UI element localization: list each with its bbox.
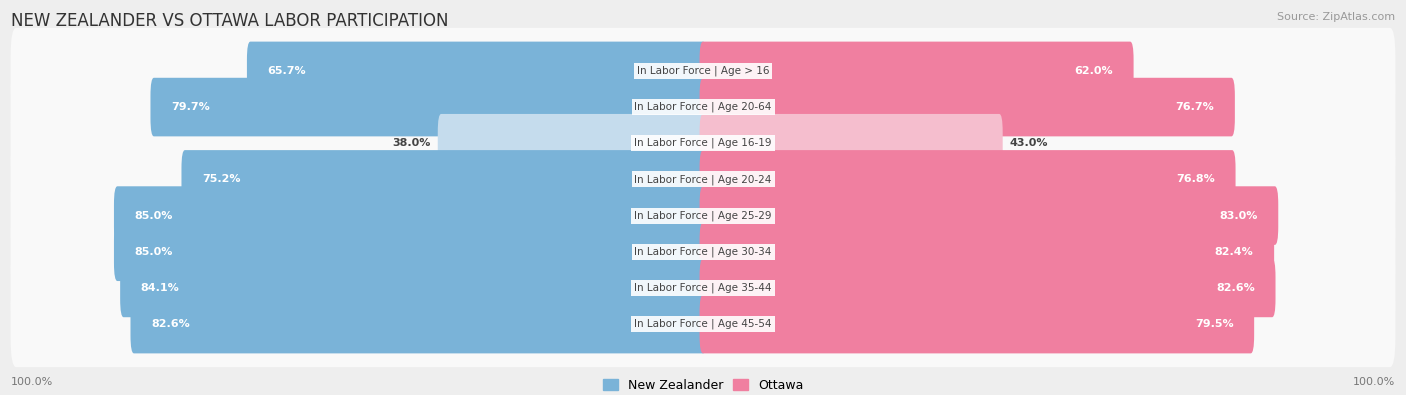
FancyBboxPatch shape bbox=[700, 295, 1254, 354]
Text: 82.4%: 82.4% bbox=[1215, 247, 1254, 257]
Text: In Labor Force | Age 30-34: In Labor Force | Age 30-34 bbox=[634, 246, 772, 257]
FancyBboxPatch shape bbox=[11, 100, 1395, 186]
Text: 62.0%: 62.0% bbox=[1074, 66, 1114, 76]
FancyBboxPatch shape bbox=[11, 209, 1395, 295]
Text: 100.0%: 100.0% bbox=[11, 377, 53, 387]
FancyBboxPatch shape bbox=[11, 245, 1395, 331]
Text: NEW ZEALANDER VS OTTAWA LABOR PARTICIPATION: NEW ZEALANDER VS OTTAWA LABOR PARTICIPAT… bbox=[11, 12, 449, 30]
FancyBboxPatch shape bbox=[247, 41, 706, 100]
Text: 76.8%: 76.8% bbox=[1177, 175, 1215, 184]
Text: 85.0%: 85.0% bbox=[135, 211, 173, 220]
Text: In Labor Force | Age 16-19: In Labor Force | Age 16-19 bbox=[634, 138, 772, 149]
Text: In Labor Force | Age 20-64: In Labor Force | Age 20-64 bbox=[634, 102, 772, 112]
Text: 83.0%: 83.0% bbox=[1219, 211, 1257, 220]
Text: In Labor Force | Age 35-44: In Labor Force | Age 35-44 bbox=[634, 283, 772, 293]
Legend: New Zealander, Ottawa: New Zealander, Ottawa bbox=[599, 375, 807, 395]
Text: 82.6%: 82.6% bbox=[1216, 283, 1254, 293]
FancyBboxPatch shape bbox=[700, 78, 1234, 136]
Text: In Labor Force | Age 25-29: In Labor Force | Age 25-29 bbox=[634, 210, 772, 221]
FancyBboxPatch shape bbox=[131, 295, 706, 354]
Text: In Labor Force | Age 45-54: In Labor Force | Age 45-54 bbox=[634, 319, 772, 329]
Text: In Labor Force | Age 20-24: In Labor Force | Age 20-24 bbox=[634, 174, 772, 185]
FancyBboxPatch shape bbox=[700, 150, 1236, 209]
FancyBboxPatch shape bbox=[11, 173, 1395, 259]
Text: 38.0%: 38.0% bbox=[392, 138, 430, 148]
FancyBboxPatch shape bbox=[120, 259, 706, 317]
Text: 79.7%: 79.7% bbox=[172, 102, 209, 112]
FancyBboxPatch shape bbox=[181, 150, 706, 209]
FancyBboxPatch shape bbox=[150, 78, 706, 136]
Text: 75.2%: 75.2% bbox=[202, 175, 240, 184]
Text: Source: ZipAtlas.com: Source: ZipAtlas.com bbox=[1277, 12, 1395, 22]
Text: In Labor Force | Age > 16: In Labor Force | Age > 16 bbox=[637, 66, 769, 76]
Text: 43.0%: 43.0% bbox=[1010, 138, 1047, 148]
FancyBboxPatch shape bbox=[700, 114, 1002, 173]
FancyBboxPatch shape bbox=[700, 41, 1133, 100]
Text: 76.7%: 76.7% bbox=[1175, 102, 1215, 112]
FancyBboxPatch shape bbox=[700, 222, 1274, 281]
FancyBboxPatch shape bbox=[114, 222, 706, 281]
Text: 65.7%: 65.7% bbox=[267, 66, 307, 76]
Text: 100.0%: 100.0% bbox=[1353, 377, 1395, 387]
FancyBboxPatch shape bbox=[700, 259, 1275, 317]
Text: 84.1%: 84.1% bbox=[141, 283, 180, 293]
FancyBboxPatch shape bbox=[437, 114, 706, 173]
Text: 79.5%: 79.5% bbox=[1195, 319, 1233, 329]
FancyBboxPatch shape bbox=[11, 136, 1395, 222]
FancyBboxPatch shape bbox=[11, 28, 1395, 114]
FancyBboxPatch shape bbox=[11, 64, 1395, 150]
Text: 85.0%: 85.0% bbox=[135, 247, 173, 257]
Text: 82.6%: 82.6% bbox=[152, 319, 190, 329]
FancyBboxPatch shape bbox=[114, 186, 706, 245]
FancyBboxPatch shape bbox=[700, 186, 1278, 245]
FancyBboxPatch shape bbox=[11, 281, 1395, 367]
